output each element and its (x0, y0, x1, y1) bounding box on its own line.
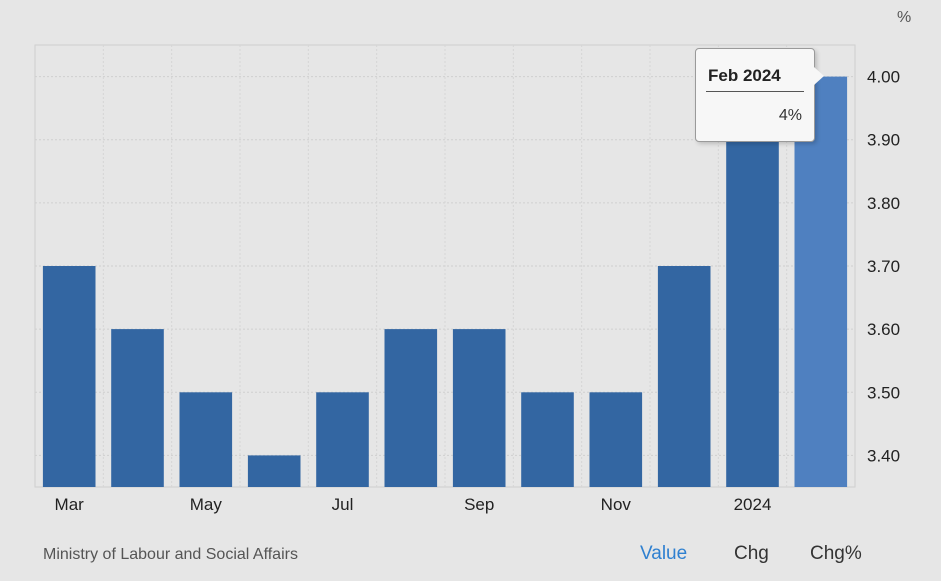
value-toggle[interactable]: Value (640, 543, 688, 564)
tooltip-arrow (814, 67, 824, 85)
y-tick-label: 3.80 (867, 194, 900, 213)
bar[interactable] (247, 455, 301, 487)
bar[interactable] (657, 266, 711, 487)
chart-bars (42, 76, 848, 487)
x-tick-label: Mar (55, 495, 85, 514)
tooltip-value: 4% (778, 107, 802, 124)
y-tick-label: 3.70 (867, 257, 900, 276)
chg-toggle[interactable]: Chg (734, 543, 769, 564)
source-label: Ministry of Labour and Social Affairs (43, 546, 298, 563)
x-axis-labels: Mar May Jul Sep Nov 2024 (55, 495, 772, 514)
x-tick-label: Sep (464, 495, 494, 514)
chart-grid (34, 44, 856, 488)
y-tick-label: 3.90 (867, 131, 900, 150)
y-tick-label: 3.40 (867, 446, 900, 465)
bar[interactable] (452, 329, 506, 487)
bar[interactable] (521, 392, 574, 487)
chart-tooltip: Feb 2024 4% (695, 48, 824, 142)
tooltip-divider (706, 91, 804, 92)
chg-percent-toggle[interactable]: Chg% (810, 543, 862, 564)
y-tick-label: 4.00 (867, 68, 900, 87)
bar[interactable] (42, 266, 96, 487)
y-axis-unit: % (897, 9, 911, 26)
bar[interactable] (179, 392, 233, 487)
bar[interactable] (384, 329, 438, 487)
bar[interactable] (794, 76, 848, 487)
bar[interactable] (589, 392, 643, 487)
y-tick-label: 3.60 (867, 320, 900, 339)
y-tick-label: 3.50 (867, 383, 900, 402)
x-tick-label: Jul (332, 495, 354, 514)
bar[interactable] (111, 329, 164, 487)
x-tick-label: 2024 (734, 495, 772, 514)
bar[interactable] (316, 392, 369, 487)
x-tick-label: May (190, 495, 223, 514)
bar[interactable] (726, 139, 779, 487)
tooltip-title: Feb 2024 (708, 66, 781, 85)
y-axis-labels: 3.40 3.50 3.60 3.70 3.80 3.90 4.00 (867, 68, 900, 466)
x-tick-label: Nov (601, 495, 632, 514)
